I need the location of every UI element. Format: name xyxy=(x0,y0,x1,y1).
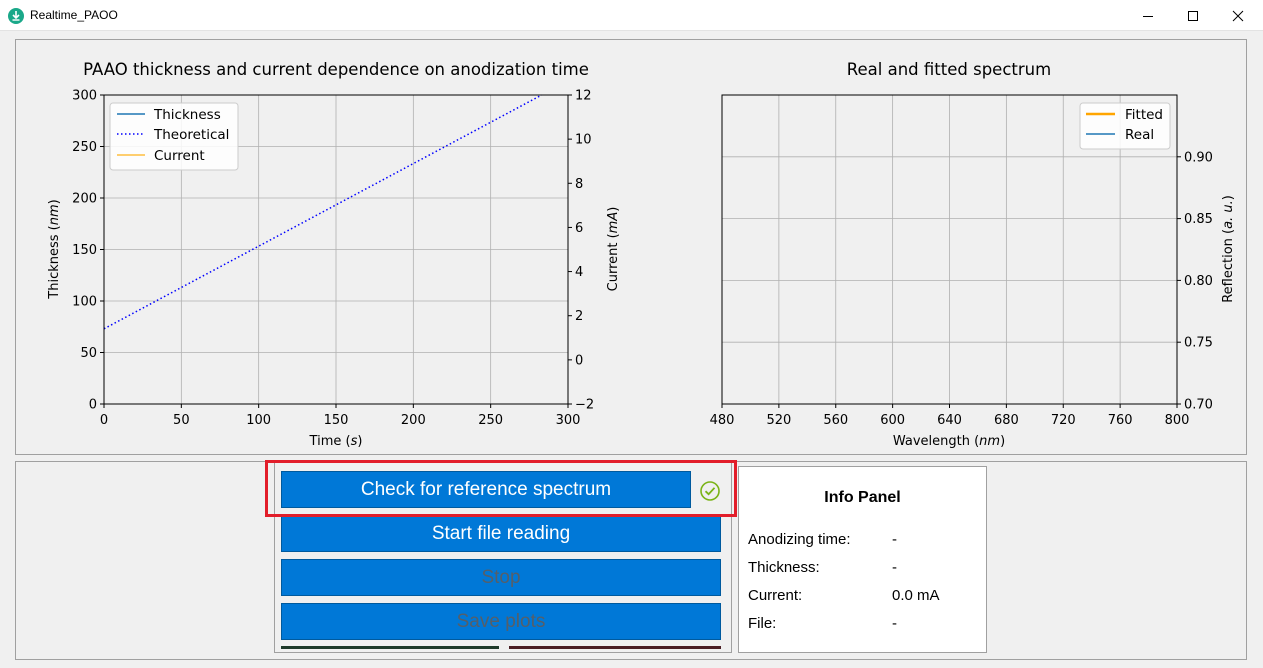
window-title: Realtime_PAOO xyxy=(30,8,118,22)
info-value-anodizing-time: - xyxy=(892,531,897,548)
y2-tick-label: 4 xyxy=(575,265,583,280)
chart2-xlabel: Wavelength (nm) xyxy=(893,434,1005,449)
y-tick-label: 250 xyxy=(72,140,97,155)
x-tick-label: 680 xyxy=(994,413,1019,428)
series-line-theoretical xyxy=(103,94,543,330)
chart2-title: Real and fitted spectrum xyxy=(847,60,1051,79)
stop-button[interactable]: Stop xyxy=(281,559,721,596)
x-tick-label: 600 xyxy=(880,413,905,428)
close-icon xyxy=(1232,10,1244,21)
highlight-box xyxy=(265,460,737,517)
info-value-current: 0.0 mA xyxy=(892,587,940,604)
legend-current-label: Current xyxy=(154,148,205,164)
progress-bar-right xyxy=(509,646,721,649)
plots-canvas: PAAO thickness and current dependence on… xyxy=(47,60,1236,449)
y2-tick-label: 0 xyxy=(575,353,583,368)
close-button[interactable] xyxy=(1215,0,1261,31)
chart1-y2label: Current (mA) xyxy=(606,207,621,292)
x-tick-label: 150 xyxy=(324,413,349,428)
chart1-legend-box xyxy=(109,102,239,171)
y-tick-label: 150 xyxy=(72,243,97,258)
y-tick-label: 0.75 xyxy=(1184,336,1213,351)
y-tick-label: 50 xyxy=(80,346,97,361)
chart1-legend: Thickness Theoretical Current xyxy=(109,102,239,171)
title-bar: Realtime_PAOO xyxy=(0,0,1263,31)
x-tick-label: 300 xyxy=(556,413,581,428)
y2-tick-label: 2 xyxy=(575,309,583,324)
info-label-anodizing-time: Anodizing time: xyxy=(748,531,851,548)
x-tick-label: 100 xyxy=(246,413,271,428)
legend-theoretical-label: Theoretical xyxy=(153,127,229,143)
x-tick-label: 250 xyxy=(478,413,503,428)
chart1-ylabel: Thickness (nm) xyxy=(47,199,62,299)
start-reading-button[interactable]: Start file reading xyxy=(281,515,721,552)
x-tick-label: 520 xyxy=(766,413,791,428)
x-tick-label: 760 xyxy=(1108,413,1133,428)
save-plots-button[interactable]: Save plots xyxy=(281,603,721,640)
legend-fitted-label: Fitted xyxy=(1125,107,1163,123)
x-tick-label: 640 xyxy=(937,413,962,428)
y-tick-label: 0.85 xyxy=(1184,212,1213,227)
y2-tick-label: 6 xyxy=(575,221,583,236)
x-tick-label: 480 xyxy=(710,413,735,428)
legend-thickness-label: Thickness xyxy=(153,107,221,123)
y2-tick-label: 8 xyxy=(575,177,583,192)
info-label-file: File: xyxy=(748,615,777,632)
legend-real-label: Real xyxy=(1125,127,1154,143)
y-tick-label: 0 xyxy=(89,398,97,413)
minimize-button[interactable] xyxy=(1125,0,1171,31)
chart1-title: PAAO thickness and current dependence on… xyxy=(83,60,589,79)
maximize-icon xyxy=(1188,10,1198,21)
y2-tick-label: −2 xyxy=(575,398,594,413)
app-icon xyxy=(8,8,24,24)
maximize-button[interactable] xyxy=(1170,0,1216,31)
x-tick-label: 720 xyxy=(1051,413,1076,428)
chart2-ylabel: Reflection (a. u.) xyxy=(1221,195,1236,303)
info-panel: Info Panel Anodizing time: - Thickness: … xyxy=(738,466,987,653)
y2-tick-label: 12 xyxy=(575,89,592,104)
info-panel-title: Info Panel xyxy=(824,489,901,506)
info-label-thickness: Thickness: xyxy=(748,559,820,576)
info-value-file: - xyxy=(892,615,897,632)
x-tick-label: 50 xyxy=(173,413,190,428)
x-tick-label: 800 xyxy=(1165,413,1190,428)
chart1-xlabel: Time (s) xyxy=(309,434,363,449)
y-tick-label: 0.90 xyxy=(1184,150,1213,165)
info-value-thickness: - xyxy=(892,559,897,576)
progress-bar-left xyxy=(281,646,499,649)
y-tick-label: 300 xyxy=(72,89,97,104)
minimize-icon xyxy=(1143,15,1153,17)
y-tick-label: 100 xyxy=(72,295,97,310)
x-tick-label: 0 xyxy=(100,413,108,428)
plot-panel: PAAO thickness and current dependence on… xyxy=(15,39,1247,455)
y2-tick-label: 10 xyxy=(575,133,592,148)
info-label-current: Current: xyxy=(748,587,803,604)
x-tick-label: 560 xyxy=(823,413,848,428)
y-tick-label: 200 xyxy=(72,192,97,207)
check-circle-icon xyxy=(699,480,721,507)
chart2-legend: Fitted Real xyxy=(1079,102,1171,150)
x-tick-label: 200 xyxy=(401,413,426,428)
y-tick-label: 0.70 xyxy=(1184,398,1213,413)
check-reference-button[interactable]: Check for reference spectrum xyxy=(281,471,691,508)
y-tick-label: 0.80 xyxy=(1184,274,1213,289)
